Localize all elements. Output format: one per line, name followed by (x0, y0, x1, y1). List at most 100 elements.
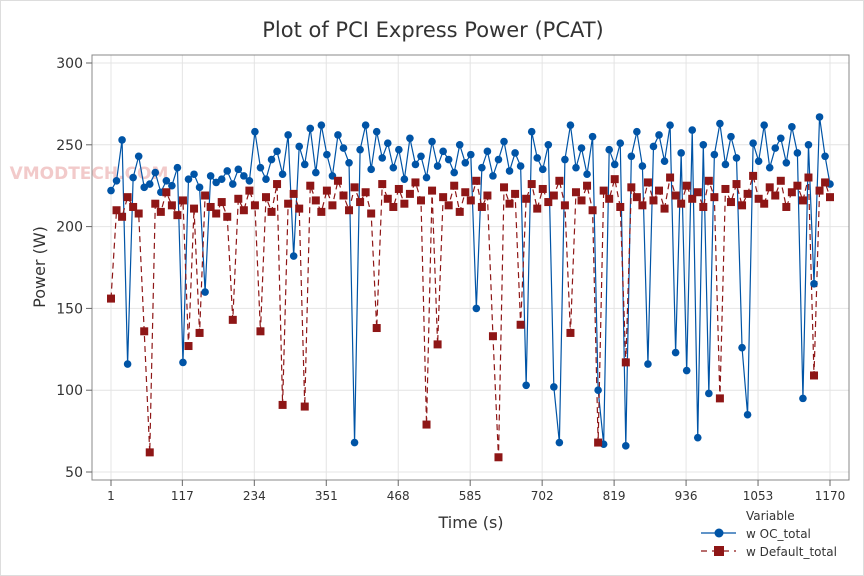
data-point-default (361, 188, 370, 197)
data-point-default (749, 171, 758, 180)
data-point-default (516, 320, 525, 329)
data-point-oc (754, 157, 763, 165)
data-point-oc (145, 180, 154, 188)
y-axis-label: Power (W) (30, 226, 49, 308)
y-tick-label: 100 (56, 383, 83, 399)
data-point-oc (721, 160, 730, 169)
data-point-oc (173, 163, 182, 172)
data-point-default (798, 196, 807, 205)
data-point-oc (483, 147, 492, 156)
data-point-default (666, 173, 675, 182)
data-point-default (538, 184, 547, 193)
data-point-oc (168, 181, 176, 190)
data-point-default (505, 199, 514, 208)
data-point-oc (588, 132, 597, 141)
data-point-default (389, 202, 398, 211)
data-point-oc (771, 144, 780, 152)
data-point-oc (765, 163, 774, 172)
y-tick-label: 150 (56, 301, 83, 317)
data-point-oc (179, 358, 187, 367)
data-point-default (311, 196, 320, 205)
data-point-default (422, 420, 431, 429)
data-point-oc (134, 152, 143, 161)
data-point-default (472, 176, 481, 185)
data-point-default (577, 196, 586, 205)
data-point-default (112, 206, 121, 215)
data-point-default (433, 340, 442, 349)
data-point-default (289, 189, 298, 198)
data-point-default (250, 201, 259, 210)
data-point-default (483, 191, 492, 200)
data-point-default (638, 201, 647, 210)
data-point-default (450, 181, 459, 190)
data-point-default (677, 199, 686, 208)
data-point-default (682, 181, 691, 190)
data-point-default (350, 183, 359, 192)
data-point-oc (123, 360, 132, 368)
data-point-default (632, 193, 641, 202)
data-point-default (411, 178, 420, 187)
data-point-default (627, 183, 636, 192)
data-point-default (810, 371, 819, 380)
data-point-oc (511, 149, 519, 157)
data-point-oc (129, 173, 137, 182)
data-point-oc (727, 132, 735, 141)
data-point-oc (417, 152, 425, 161)
data-point-oc (610, 160, 619, 169)
data-point-oc (428, 137, 436, 146)
data-point-oc (821, 152, 829, 161)
data-point-default (123, 193, 132, 202)
data-point-default (594, 438, 603, 447)
y-tick-label: 50 (65, 465, 83, 481)
data-point-default (726, 198, 735, 207)
x-axis-label: Time (s) (437, 513, 503, 532)
data-point-oc (455, 141, 464, 149)
data-point-oc (799, 394, 807, 403)
x-tick-label: 234 (243, 489, 266, 503)
data-point-oc (350, 438, 359, 447)
data-point-oc (793, 149, 802, 157)
data-point-default (234, 194, 243, 203)
data-point-default (610, 175, 619, 184)
data-point-oc (334, 131, 342, 139)
data-point-oc (527, 127, 536, 136)
data-point-default (760, 199, 769, 208)
x-tick-label: 585 (459, 489, 482, 503)
data-point-default (655, 186, 664, 195)
data-point-oc (300, 160, 309, 169)
data-point-default (566, 328, 575, 337)
gridlines (92, 55, 849, 480)
data-point-oc (383, 139, 392, 147)
data-point-oc (223, 167, 232, 175)
data-point-default (571, 188, 580, 197)
data-point-oc (262, 175, 270, 183)
data-point-default (522, 194, 531, 203)
data-point-default (732, 180, 741, 189)
data-point-default (826, 193, 834, 202)
data-point-oc (478, 163, 486, 172)
data-point-default (295, 204, 304, 213)
data-point-default (500, 183, 509, 192)
data-point-oc (738, 343, 746, 352)
data-point-default (273, 180, 282, 189)
data-point-oc (184, 175, 193, 183)
data-point-oc (693, 433, 702, 442)
data-point-default (715, 394, 724, 403)
watermark-logo: VMODTECH.COM (10, 164, 169, 184)
data-point-oc (389, 163, 398, 172)
data-point-oc (776, 134, 785, 143)
data-point-oc (561, 155, 569, 164)
data-point-oc (804, 141, 813, 149)
data-point-oc (627, 152, 636, 161)
data-point-default (488, 332, 497, 341)
data-point-default (378, 180, 387, 189)
data-point-oc (782, 158, 791, 167)
data-point-oc (140, 183, 149, 192)
series-group (107, 113, 834, 462)
data-point-oc (378, 154, 387, 162)
data-point-oc (339, 144, 348, 152)
x-tick-label: 351 (315, 489, 338, 503)
data-point-default (383, 194, 392, 203)
data-point-default (771, 191, 780, 200)
